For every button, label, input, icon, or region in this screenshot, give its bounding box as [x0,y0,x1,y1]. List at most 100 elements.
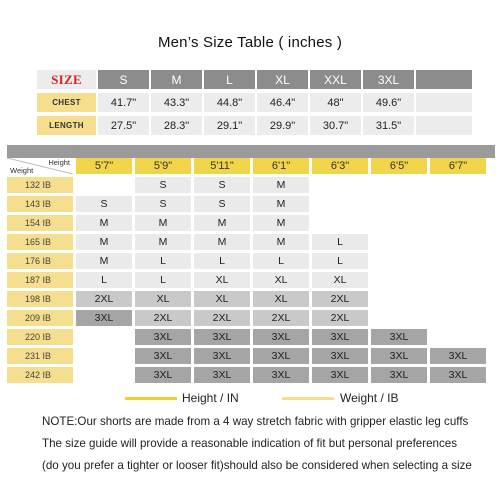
corner-diagonal-icon [7,158,73,174]
size-cell [76,177,132,193]
grid-row: 198 IB 2XL XL XL XL 2XL [7,291,489,307]
height-weight-grid: Height Weight 5'7" 5'9" 5'11" 6'1" 6'3" … [7,158,489,386]
size-cell: 2XL [194,310,250,326]
size-cell: 3XL [371,348,427,364]
size-cell [371,177,427,193]
size-cell: L [253,253,309,269]
weight-label: 220 IB [7,329,73,345]
size-cell: 2XL [312,310,368,326]
grid-row: 176 IB M L L L L [7,253,489,269]
size-cell [430,272,486,288]
size-cell: S [76,196,132,212]
length-value: 31.5" [363,116,414,135]
grid-row: 220 IB 3XL 3XL 3XL 3XL 3XL [7,329,489,345]
size-header-cell: XL [257,70,308,89]
size-cell: L [76,272,132,288]
size-cell: M [253,215,309,231]
size-header-cell: XXL [310,70,361,89]
size-cell: 3XL [194,348,250,364]
size-cell: 3XL [253,348,309,364]
grid-height-row: Height Weight 5'7" 5'9" 5'11" 6'1" 6'3" … [7,158,489,175]
height-header-cell: 6'7" [430,158,486,174]
grid-row: 165 IB M M M M L [7,234,489,250]
size-header-cell: 3XL [363,70,414,89]
legend-weight-label: Weight / IB [340,391,399,405]
size-cell: M [76,215,132,231]
size-cell [371,215,427,231]
size-cell: XL [253,291,309,307]
chest-label: CHEST [37,93,96,112]
grid-corner: Height Weight [7,158,73,175]
page-title: Men’s Size Table ( inches ) [157,34,343,51]
weight-label: 209 IB [7,310,73,326]
legend: Height / IN Weight / IB [0,391,500,405]
size-cell [430,196,486,212]
size-cell: 3XL [194,367,250,383]
size-cell [312,177,368,193]
size-table-row-chest: CHEST 41.7" 43.3" 44.8" 46.4" 48" 49.6" [37,93,474,116]
height-header-cell: 5'11" [194,158,250,174]
size-cell [430,329,486,345]
size-cell: XL [194,291,250,307]
length-value: 29.1" [204,116,255,135]
size-cell: XL [194,272,250,288]
chest-value: 49.6" [363,93,414,112]
length-value: 29.9" [257,116,308,135]
size-header-cell: S [98,70,149,89]
height-header-cell: 6'3" [312,158,368,174]
size-header-cell: M [151,70,202,89]
grid-row: 209 IB 3XL 2XL 2XL 2XL 2XL [7,310,489,326]
size-cell: L [135,272,191,288]
size-cell [76,367,132,383]
weight-label: 154 IB [7,215,73,231]
chest-value: 41.7" [98,93,149,112]
chest-spacer [416,93,472,112]
size-cell: L [194,253,250,269]
size-cell: 3XL [194,329,250,345]
size-cell: 3XL [253,367,309,383]
size-cell: L [312,234,368,250]
size-cell [312,215,368,231]
size-cell: 3XL [312,329,368,345]
grid-row: 143 IB S S S M [7,196,489,212]
size-cell [371,272,427,288]
chest-value: 48" [310,93,361,112]
chest-value: 43.3" [151,93,202,112]
corner-weight-label: Weight [10,166,34,175]
size-cell: 3XL [135,367,191,383]
size-cell [430,177,486,193]
legend-height-swatch [125,397,177,400]
size-table: SIZE S M L XL XXL 3XL CHEST 41.7" 43.3" … [37,70,474,139]
size-cell [430,291,486,307]
size-cell [312,196,368,212]
height-header-cell: 5'7" [76,158,132,174]
size-cell: L [135,253,191,269]
size-cell: 3XL [371,329,427,345]
grid-row: 187 IB L L XL XL XL [7,272,489,288]
size-cell: S [194,177,250,193]
size-header-label: SIZE [37,70,96,89]
size-cell: 3XL [430,348,486,364]
weight-label: 231 IB [7,348,73,364]
size-cell: 3XL [312,367,368,383]
size-cell: 3XL [135,329,191,345]
size-cell: XL [312,272,368,288]
height-header-cell: 5'9" [135,158,191,174]
weight-label: 165 IB [7,234,73,250]
size-cell: 3XL [371,367,427,383]
size-cell [76,348,132,364]
grid-row: 132 IB S S M [7,177,489,193]
size-header-spacer [416,70,472,89]
size-cell: 2XL [135,310,191,326]
grid-row: 154 IB M M M M [7,215,489,231]
weight-label: 132 IB [7,177,73,193]
note-line: The size guide will provide a reasonable… [42,437,458,450]
size-table-row-length: LENGTH 27.5" 28.3" 29.1" 29.9" 30.7" 31.… [37,116,474,139]
height-header-cell: 6'1" [253,158,309,174]
chest-value: 46.4" [257,93,308,112]
size-cell: M [76,234,132,250]
size-cell: 2XL [253,310,309,326]
size-cell: S [135,196,191,212]
length-value: 30.7" [310,116,361,135]
length-label: LENGTH [37,116,96,135]
